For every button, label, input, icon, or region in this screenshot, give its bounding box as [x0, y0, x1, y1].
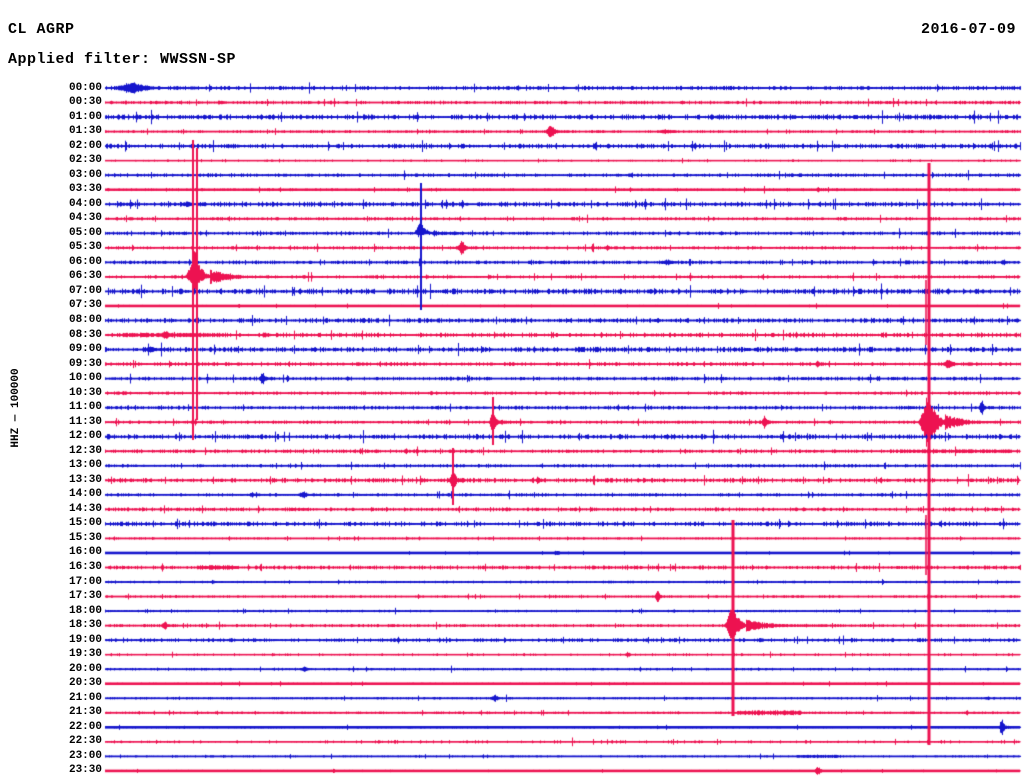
row-time-label: 16:00 [68, 546, 102, 559]
row-time-label: 17:30 [68, 590, 102, 603]
row-time-label: 01:00 [68, 110, 102, 123]
row-time-label: 20:30 [68, 677, 102, 690]
row-time-label: 15:00 [68, 517, 102, 530]
row-time-label: 04:00 [68, 197, 102, 210]
row-time-label: 14:30 [68, 502, 102, 515]
row-time-label: 03:30 [68, 183, 102, 196]
date-label: 2016-07-09 [920, 21, 1016, 38]
row-time-label: 18:00 [68, 604, 102, 617]
row-time-label: 05:00 [68, 226, 102, 239]
row-time-label: 13:00 [68, 459, 102, 472]
row-time-label: 00:00 [68, 81, 102, 94]
row-time-label: 16:30 [68, 560, 102, 573]
row-time-label: 04:30 [68, 212, 102, 225]
row-time-label: 19:30 [68, 648, 102, 661]
row-time-label: 05:30 [68, 241, 102, 254]
row-time-label: 12:30 [68, 444, 102, 457]
row-time-label: 07:00 [68, 284, 102, 297]
row-time-label: 23:30 [68, 764, 102, 777]
row-time-label: 10:00 [68, 372, 102, 385]
row-time-label: 23:00 [68, 749, 102, 762]
row-time-label: 09:00 [68, 343, 102, 356]
row-time-label: 06:00 [68, 255, 102, 268]
row-time-label: 09:30 [68, 357, 102, 370]
row-time-label: 20:00 [68, 662, 102, 675]
filter-label: Applied filter: WWSSN-SP [8, 51, 237, 68]
row-time-label: 01:30 [68, 125, 102, 138]
row-time-label: 12:00 [68, 430, 102, 443]
row-time-label: 13:30 [68, 473, 102, 486]
station-title: CL AGRP [8, 21, 75, 38]
row-time-label: 22:00 [68, 720, 102, 733]
row-time-label: 07:30 [68, 299, 102, 312]
row-time-label: 08:30 [68, 328, 102, 341]
row-time-label: 21:30 [68, 706, 102, 719]
row-time-label: 19:00 [68, 633, 102, 646]
row-time-label: 02:00 [68, 139, 102, 152]
row-time-label: 08:00 [68, 313, 102, 326]
row-time-label: 02:30 [68, 154, 102, 167]
row-time-label: 10:30 [68, 386, 102, 399]
row-time-label: 11:00 [68, 401, 102, 414]
row-time-label: 06:30 [68, 270, 102, 283]
row-time-label: 03:00 [68, 168, 102, 181]
row-time-label: 18:30 [68, 619, 102, 632]
row-time-label: 11:30 [68, 415, 102, 428]
row-time-label: 22:30 [68, 735, 102, 748]
row-time-label: 21:00 [68, 691, 102, 704]
row-time-label: 14:00 [68, 488, 102, 501]
row-time-label: 00:30 [68, 96, 102, 109]
row-time-label: 15:30 [68, 531, 102, 544]
row-time-label: 17:00 [68, 575, 102, 588]
scale-axis-label: HHZ — 100000 [10, 368, 22, 448]
